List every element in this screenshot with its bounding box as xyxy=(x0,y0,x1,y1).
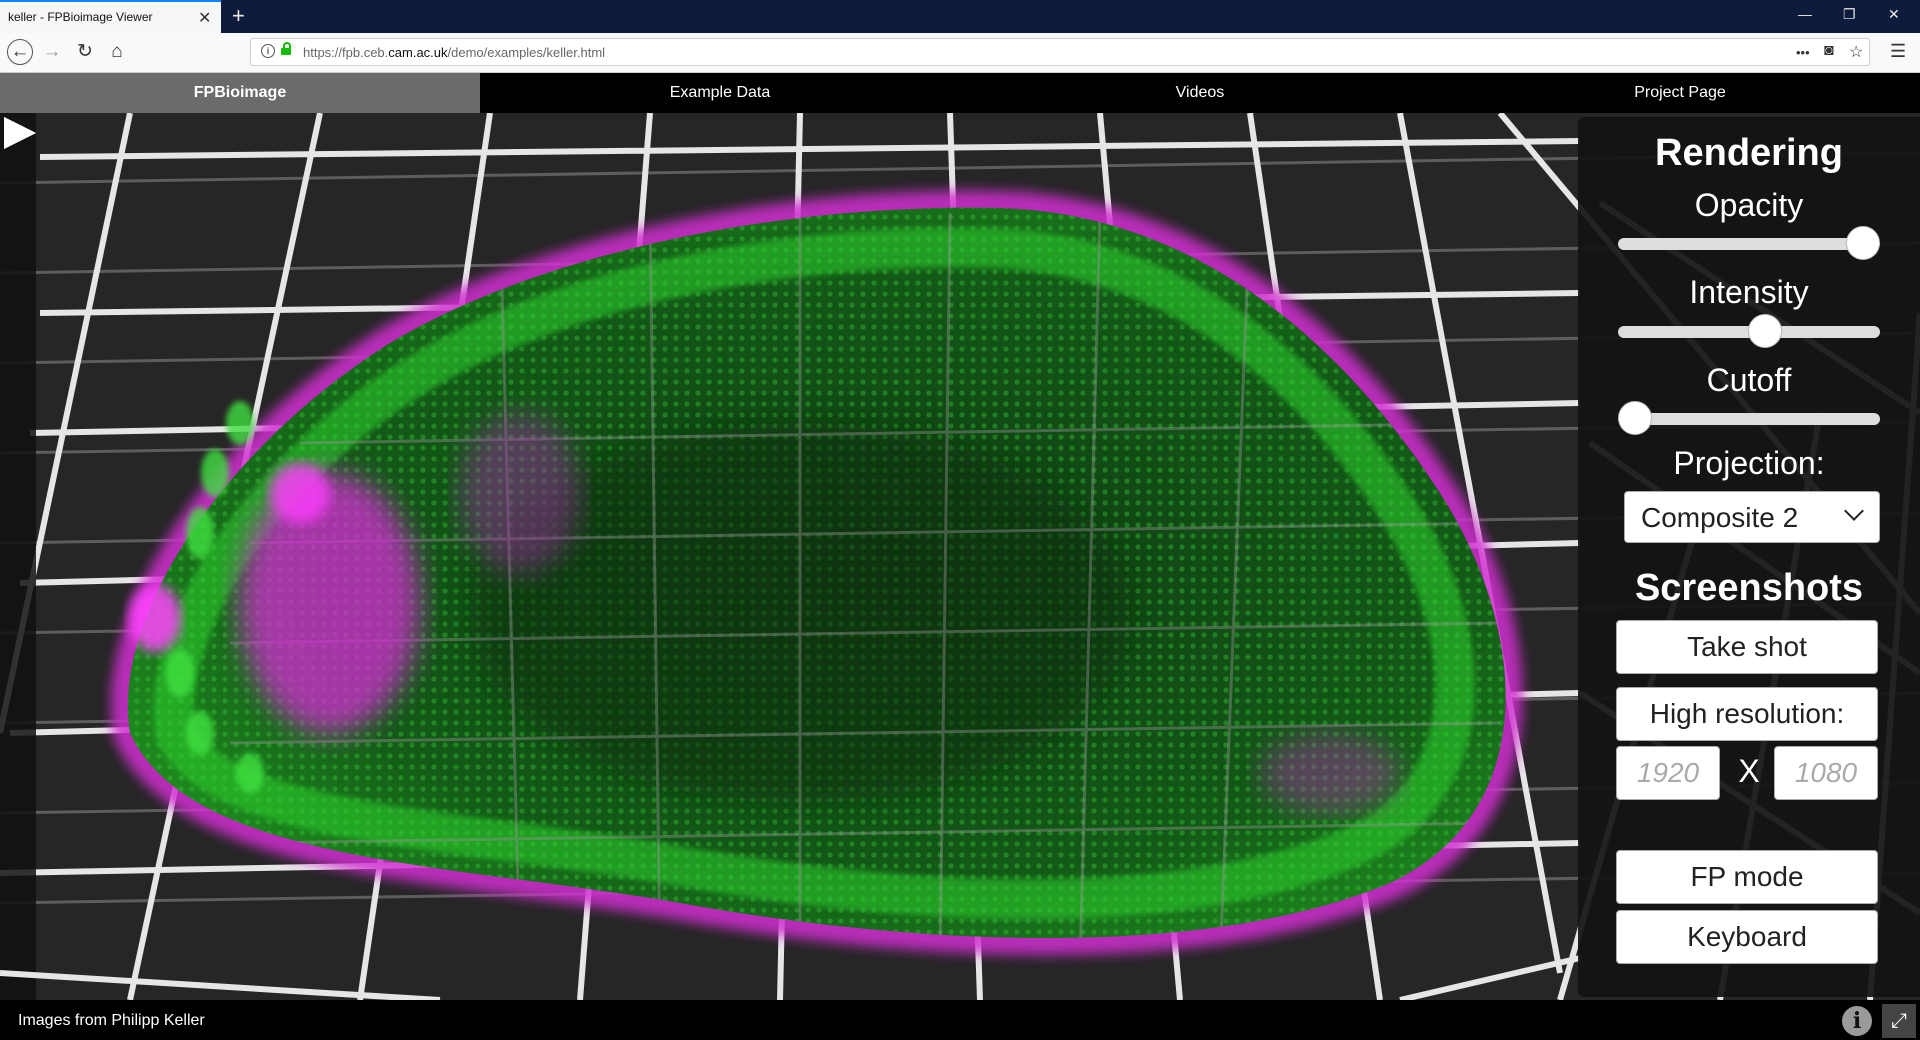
chevron-down-icon xyxy=(1844,501,1864,521)
close-tab-icon[interactable]: ✕ xyxy=(198,10,212,27)
fullscreen-icon[interactable]: ⤢ xyxy=(1882,1004,1916,1038)
reload-icon[interactable]: ↻ xyxy=(77,41,93,62)
resolution-height-input[interactable]: 1080 xyxy=(1774,746,1878,800)
url-bar[interactable]: i https://fpb.ceb.cam.ac.uk/demo/example… xyxy=(250,38,1870,66)
browser-tab-bar: keller - FPBioimage Viewer ✕ + — ❐ ✕ xyxy=(0,0,1920,33)
rendering-panel: Rendering Opacity Intensity Cutoff Proje… xyxy=(1578,117,1920,997)
bookmark-star-icon[interactable]: ☆ xyxy=(1849,44,1864,61)
intensity-slider-thumb[interactable] xyxy=(1747,314,1782,348)
pocket-icon[interactable]: ◙ xyxy=(1824,42,1834,59)
browser-tab-title: keller - FPBioimage Viewer xyxy=(8,10,153,24)
info-icon[interactable]: i xyxy=(1842,1006,1872,1036)
nav-tab-example-data[interactable]: Example Data xyxy=(669,84,771,101)
back-arrow-icon[interactable]: ← xyxy=(7,39,33,65)
keyboard-button[interactable]: Keyboard xyxy=(1616,910,1878,964)
projection-selected-value: Composite 2 xyxy=(1641,502,1799,533)
projection-label: Projection: xyxy=(1673,445,1825,481)
screenshots-title: Screenshots xyxy=(1634,567,1864,609)
image-credit: Images from Philipp Keller xyxy=(18,1012,205,1029)
right-play-icon[interactable] xyxy=(0,113,40,153)
minimize-icon[interactable]: — xyxy=(1798,6,1812,22)
resolution-width-input[interactable]: 1920 xyxy=(1616,746,1720,800)
url-text[interactable]: https://fpb.ceb.cam.ac.uk/demo/examples/… xyxy=(303,45,606,60)
opacity-slider[interactable] xyxy=(1618,226,1880,260)
footer-bar: Images from Philipp Keller i ⤢ xyxy=(0,1000,1920,1040)
home-icon[interactable]: ⌂ xyxy=(111,41,123,62)
intensity-slider[interactable] xyxy=(1618,314,1880,348)
rendering-title: Rendering xyxy=(1655,132,1843,174)
forward-arrow-icon[interactable]: → xyxy=(42,41,62,62)
browser-nav-bar: ← → ↻ ⌂ i https://fpb.ceb.cam.ac.uk/demo… xyxy=(0,33,1920,73)
nav-tab-videos[interactable]: Videos xyxy=(1175,84,1225,101)
opacity-slider-thumb[interactable] xyxy=(1846,226,1880,260)
browser-tab[interactable]: keller - FPBioimage Viewer ✕ xyxy=(0,0,221,33)
hamburger-menu-icon[interactable]: ☰ xyxy=(1890,41,1907,61)
page-actions-icon[interactable]: ••• xyxy=(1796,45,1810,60)
cutoff-slider-thumb[interactable] xyxy=(1618,401,1652,435)
intensity-label: Intensity xyxy=(1689,274,1809,310)
cutoff-label: Cutoff xyxy=(1706,362,1792,398)
fp-mode-button[interactable]: FP mode xyxy=(1616,850,1878,904)
projection-select[interactable]: Composite 2 xyxy=(1624,491,1880,543)
opacity-label: Opacity xyxy=(1694,187,1804,223)
restore-icon[interactable]: ❐ xyxy=(1843,6,1856,22)
window-close-icon[interactable]: ✕ xyxy=(1888,6,1900,22)
nav-tab-fpbioimage[interactable]: FPBioimage xyxy=(0,73,480,113)
cutoff-slider[interactable] xyxy=(1618,401,1880,435)
site-navigation: FPBioimage Example Data Videos Project P… xyxy=(0,73,1920,113)
new-tab-icon[interactable]: + xyxy=(232,3,245,28)
take-shot-button[interactable]: Take shot xyxy=(1616,620,1878,674)
site-info-icon[interactable]: i xyxy=(261,44,275,58)
lock-icon[interactable] xyxy=(281,42,291,55)
high-resolution-button[interactable]: High resolution: xyxy=(1616,687,1878,741)
nav-tab-project-page[interactable]: Project Page xyxy=(1634,84,1726,101)
resolution-x-label: X xyxy=(1738,753,1760,789)
